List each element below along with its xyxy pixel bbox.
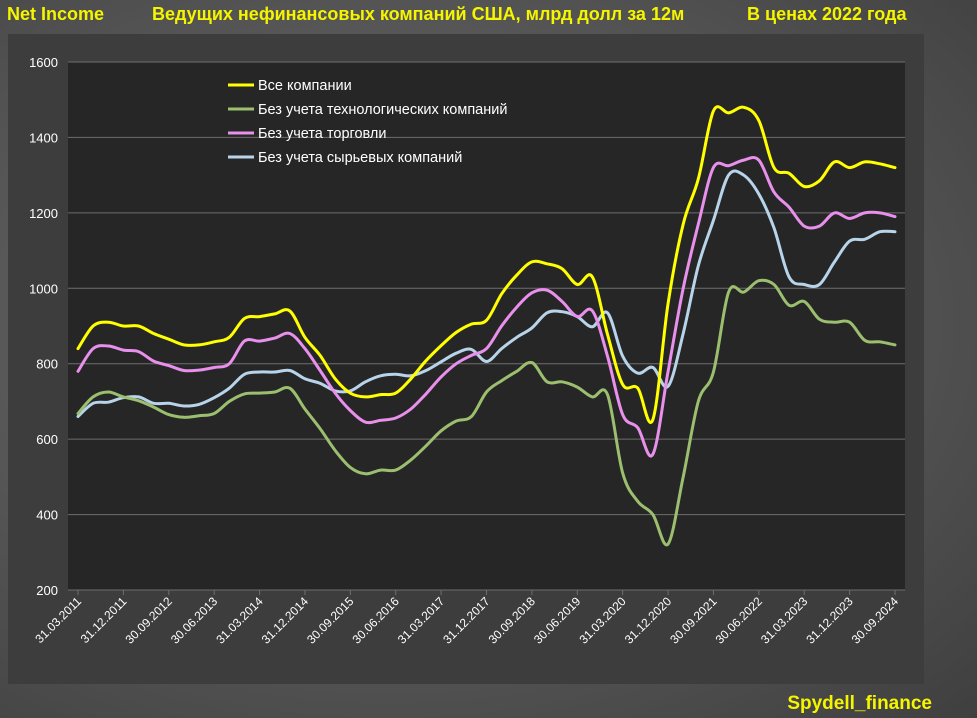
series-line <box>76 278 897 547</box>
x-tick-label: 31.03.2020 <box>576 594 629 647</box>
x-tick-label: 31.03.2014 <box>213 594 266 647</box>
legend-label: Без учета технологических компаний <box>258 102 507 118</box>
y-tick-label: 1600 <box>29 55 58 70</box>
chart-title: Ведущих нефинансовых компаний США, млрд … <box>152 4 685 24</box>
x-tick-label: 30.06.2019 <box>531 594 584 647</box>
y-tick-label: 800 <box>36 357 58 372</box>
y-tick-label: 400 <box>36 508 58 523</box>
x-tick-label: 30.09.2012 <box>123 594 176 647</box>
chart-subtitle: В ценах 2022 года <box>747 4 907 24</box>
x-tick-label: 30.09.2021 <box>667 594 720 647</box>
y-tick-label: 1000 <box>29 281 58 296</box>
series-line <box>76 169 897 418</box>
x-tick-label: 31.12.2011 <box>78 594 130 646</box>
legend-label: Все компании <box>258 78 352 94</box>
x-tick-label: 30.09.2018 <box>486 594 539 647</box>
footer-credit: Spydell_finance <box>787 693 932 714</box>
x-tick-label: 30.06.2013 <box>168 594 221 647</box>
x-tick-label: 31.12.2020 <box>622 594 675 647</box>
title-row: Net Income Ведущих нефинансовых компаний… <box>0 4 977 28</box>
legend-label: Без учета торговли <box>258 126 386 142</box>
y-tick-label: 200 <box>36 583 58 598</box>
x-tick-label: 30.09.2015 <box>304 594 357 647</box>
series-line <box>76 155 897 458</box>
x-tick-label: 31.03.2011 <box>32 594 84 646</box>
x-tick-label: 31.03.2017 <box>395 594 448 647</box>
plot-area <box>68 62 905 590</box>
x-tick-label: 30.06.2016 <box>349 594 402 647</box>
legend-label: Без учета сырьевых компаний <box>258 150 462 166</box>
x-tick-label: 30.06.2022 <box>713 594 766 647</box>
x-tick-label: 31.12.2017 <box>440 594 493 647</box>
y-tick-label: 1400 <box>29 130 58 145</box>
header-left-label: Net Income <box>7 4 105 24</box>
x-tick-label: 31.12.2014 <box>259 594 312 647</box>
series-line <box>76 105 897 424</box>
x-tick-label: 31.03.2023 <box>758 594 811 647</box>
x-tick-label: 30.09.2024 <box>849 594 902 647</box>
y-tick-label: 1200 <box>29 206 58 221</box>
y-tick-label: 600 <box>36 432 58 447</box>
x-tick-label: 31.12.2023 <box>803 594 856 647</box>
